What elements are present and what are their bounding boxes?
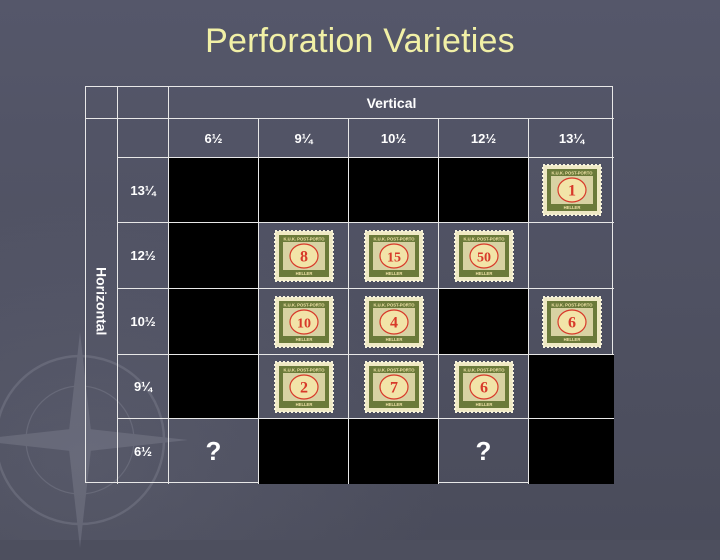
row-header: 13¼ (118, 158, 169, 223)
svg-text:HELLER: HELLER (475, 402, 492, 407)
unavailable-cell (259, 419, 349, 484)
stamp-value: 8 (300, 248, 308, 265)
row-header: 12½ (118, 223, 169, 289)
stamp-cell: K.U.K. POST-PORTO HELLER 1 (529, 158, 614, 223)
row-header: 10½ (118, 289, 169, 355)
column-header: 12½ (439, 119, 529, 158)
unavailable-cell (259, 158, 349, 223)
column-header: 13¼ (529, 119, 614, 158)
unavailable-cell (349, 419, 439, 484)
column-header: 10½ (349, 119, 439, 158)
stamp-value: 6 (568, 314, 576, 331)
stamp-value: 50 (477, 250, 491, 265)
empty-cell (529, 223, 614, 289)
stamp-image: K.U.K. POST-PORTO HELLER 10 (273, 295, 334, 348)
unavailable-cell (169, 158, 259, 223)
unavailable-cell (169, 355, 259, 419)
svg-text:HELLER: HELLER (385, 271, 402, 276)
stamp-image: K.U.K. POST-PORTO HELLER 6 (541, 295, 602, 348)
stamp-cell: K.U.K. POST-PORTO HELLER 2 (259, 355, 349, 419)
stamp-image: K.U.K. POST-PORTO HELLER 2 (273, 360, 334, 413)
question-mark: ? (205, 436, 222, 466)
stamp-cell: K.U.K. POST-PORTO HELLER 8 (259, 223, 349, 289)
horizontal-label: Horizontal (93, 267, 110, 336)
stamp-image: K.U.K. POST-PORTO HELLER 6 (453, 360, 514, 413)
svg-text:K.U.K. POST-PORTO: K.U.K. POST-PORTO (463, 236, 505, 241)
stamp-cell: K.U.K. POST-PORTO HELLER 50 (439, 223, 529, 289)
vertical-header: Vertical (169, 87, 614, 119)
stamp-value: 10 (297, 316, 311, 331)
svg-text:K.U.K. POST-PORTO: K.U.K. POST-PORTO (373, 302, 415, 307)
svg-text:K.U.K. POST-PORTO: K.U.K. POST-PORTO (551, 302, 593, 307)
svg-text:K.U.K. POST-PORTO: K.U.K. POST-PORTO (283, 236, 325, 241)
corner-cell (118, 87, 169, 119)
stamp-cell: K.U.K. POST-PORTO HELLER 7 (349, 355, 439, 419)
column-header: 9¼ (259, 119, 349, 158)
unavailable-cell (529, 419, 614, 484)
svg-text:HELLER: HELLER (563, 337, 580, 342)
stamp-image: K.U.K. POST-PORTO HELLER 7 (363, 360, 424, 413)
stamp-value: 4 (390, 314, 398, 331)
stamp-cell: K.U.K. POST-PORTO HELLER 15 (349, 223, 439, 289)
svg-text:HELLER: HELLER (475, 271, 492, 276)
stamp-cell: K.U.K. POST-PORTO HELLER 6 (529, 289, 614, 355)
stamp-image: K.U.K. POST-PORTO HELLER 50 (453, 229, 514, 282)
svg-text:K.U.K. POST-PORTO: K.U.K. POST-PORTO (373, 367, 415, 372)
svg-text:K.U.K. POST-PORTO: K.U.K. POST-PORTO (283, 302, 325, 307)
stamp-image: K.U.K. POST-PORTO HELLER 1 (541, 164, 602, 216)
svg-text:HELLER: HELLER (385, 402, 402, 407)
stamp-value: 6 (480, 379, 488, 396)
svg-text:K.U.K. POST-PORTO: K.U.K. POST-PORTO (373, 236, 415, 241)
stamp-image: K.U.K. POST-PORTO HELLER 4 (363, 295, 424, 348)
svg-text:HELLER: HELLER (295, 337, 312, 342)
unknown-cell: ? (439, 419, 529, 484)
stamp-value: 15 (387, 250, 401, 265)
column-header: 6½ (169, 119, 259, 158)
stamp-cell: K.U.K. POST-PORTO HELLER 4 (349, 289, 439, 355)
corner-cell (86, 87, 118, 119)
row-header: 9¼ (118, 355, 169, 419)
question-mark: ? (475, 436, 492, 466)
compass-watermark-icon (0, 332, 188, 548)
row-header-blank (118, 119, 169, 158)
svg-text:HELLER: HELLER (385, 337, 402, 342)
unavailable-cell (169, 289, 259, 355)
svg-text:K.U.K. POST-PORTO: K.U.K. POST-PORTO (551, 171, 593, 176)
stamp-value: 2 (300, 379, 308, 396)
unavailable-cell (529, 355, 614, 419)
stamp-value: 1 (568, 183, 576, 200)
svg-text:HELLER: HELLER (295, 402, 312, 407)
stamp-image: K.U.K. POST-PORTO HELLER 8 (273, 229, 334, 282)
stamp-value: 7 (390, 379, 398, 396)
perforation-table: Vertical Horizontal 6½ 9¼ 10½ 12½ 13¼ 13¼ K.U.… (85, 86, 614, 484)
unavailable-cell (169, 223, 259, 289)
stamp-cell: K.U.K. POST-PORTO HELLER 10 (259, 289, 349, 355)
unavailable-cell (349, 158, 439, 223)
svg-text:HELLER: HELLER (295, 271, 312, 276)
stamp-cell: K.U.K. POST-PORTO HELLER 6 (439, 355, 529, 419)
svg-text:HELLER: HELLER (563, 205, 580, 210)
unknown-cell: ? (169, 419, 259, 484)
horizontal-header: Horizontal (86, 119, 118, 484)
slide-title: Perforation Varieties (205, 22, 515, 60)
svg-text:K.U.K. POST-PORTO: K.U.K. POST-PORTO (463, 367, 505, 372)
svg-text:K.U.K. POST-PORTO: K.U.K. POST-PORTO (283, 367, 325, 372)
row-header: 6½ (118, 419, 169, 484)
stamp-image: K.U.K. POST-PORTO HELLER 15 (363, 229, 424, 282)
unavailable-cell (439, 158, 529, 223)
unavailable-cell (439, 289, 529, 355)
